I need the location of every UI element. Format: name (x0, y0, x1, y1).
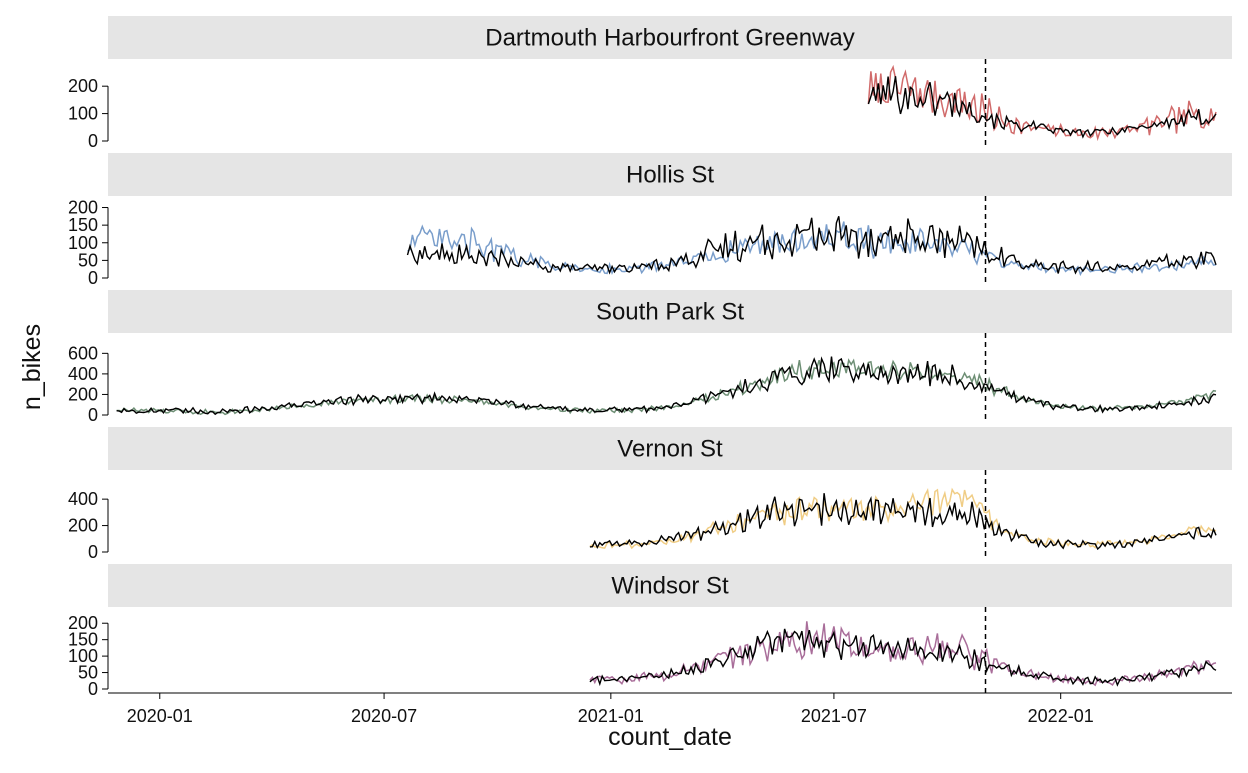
y-tick-label: 400 (68, 364, 98, 384)
facet-strip (108, 153, 1232, 196)
y-tick-label: 0 (88, 131, 98, 151)
facet-title: Dartmouth Harbourfront Greenway (485, 25, 855, 52)
y-tick-label: 0 (88, 679, 98, 699)
x-tick-label: 2020-01 (127, 706, 193, 726)
y-tick-label: 200 (68, 76, 98, 96)
y-tick-label: 100 (68, 646, 98, 666)
observed-series-line (867, 64, 1217, 142)
fitted-series-line (406, 216, 1217, 275)
y-tick-label: 200 (68, 198, 98, 218)
x-tick-label: 2022-01 (1028, 706, 1094, 726)
y-tick-label: 0 (88, 542, 98, 562)
y-tick-label: 150 (68, 215, 98, 235)
y-axis-title: n_bikes (18, 324, 46, 410)
y-tick-label: 50 (78, 663, 98, 683)
y-tick-label: 100 (68, 104, 98, 124)
fitted-series-line (867, 76, 1217, 139)
x-axis-title: count_date (608, 723, 732, 751)
facet-title: South Park St (596, 299, 744, 326)
y-tick-label: 0 (88, 405, 98, 425)
facet-title: Hollis St (626, 162, 714, 189)
facet-panel: Vernon St 0 200 400 (68, 427, 1232, 562)
y-tick-label: 200 (68, 384, 98, 404)
facet-title: Vernon St (617, 436, 723, 463)
facet-strip (108, 427, 1232, 470)
x-axis: 2020-01 2020-07 2021-01 2021-07 2022-01 (108, 692, 1232, 726)
facet-panels: Dartmouth Harbourfront Greenway0100200Ho… (68, 16, 1232, 699)
x-tick-label: 2020-07 (351, 706, 417, 726)
y-tick-label: 200 (68, 613, 98, 633)
y-tick-label: 0 (88, 268, 98, 288)
observed-series-line (589, 487, 1217, 550)
y-tick-label: 600 (68, 343, 98, 363)
facet-panel: Dartmouth Harbourfront Greenway 0 100 200 (68, 16, 1232, 151)
observed-series-line (589, 621, 1217, 687)
fitted-series-line (589, 628, 1217, 687)
facet-title: Windsor St (611, 573, 729, 600)
facet-strip (108, 16, 1232, 59)
y-tick-label: 200 (68, 516, 98, 536)
fitted-series-line (589, 493, 1217, 551)
y-tick-label: 400 (68, 489, 98, 509)
y-tick-label: 100 (68, 233, 98, 253)
y-tick-label: 150 (68, 630, 98, 650)
x-tick-label: 2021-01 (578, 706, 644, 726)
y-tick-label: 50 (78, 250, 98, 270)
facet-strip (108, 290, 1232, 333)
observed-series-line (407, 221, 1217, 277)
x-tick-label: 2021-07 (801, 706, 867, 726)
fitted-series-line (116, 356, 1217, 416)
facet-strip (108, 564, 1232, 607)
